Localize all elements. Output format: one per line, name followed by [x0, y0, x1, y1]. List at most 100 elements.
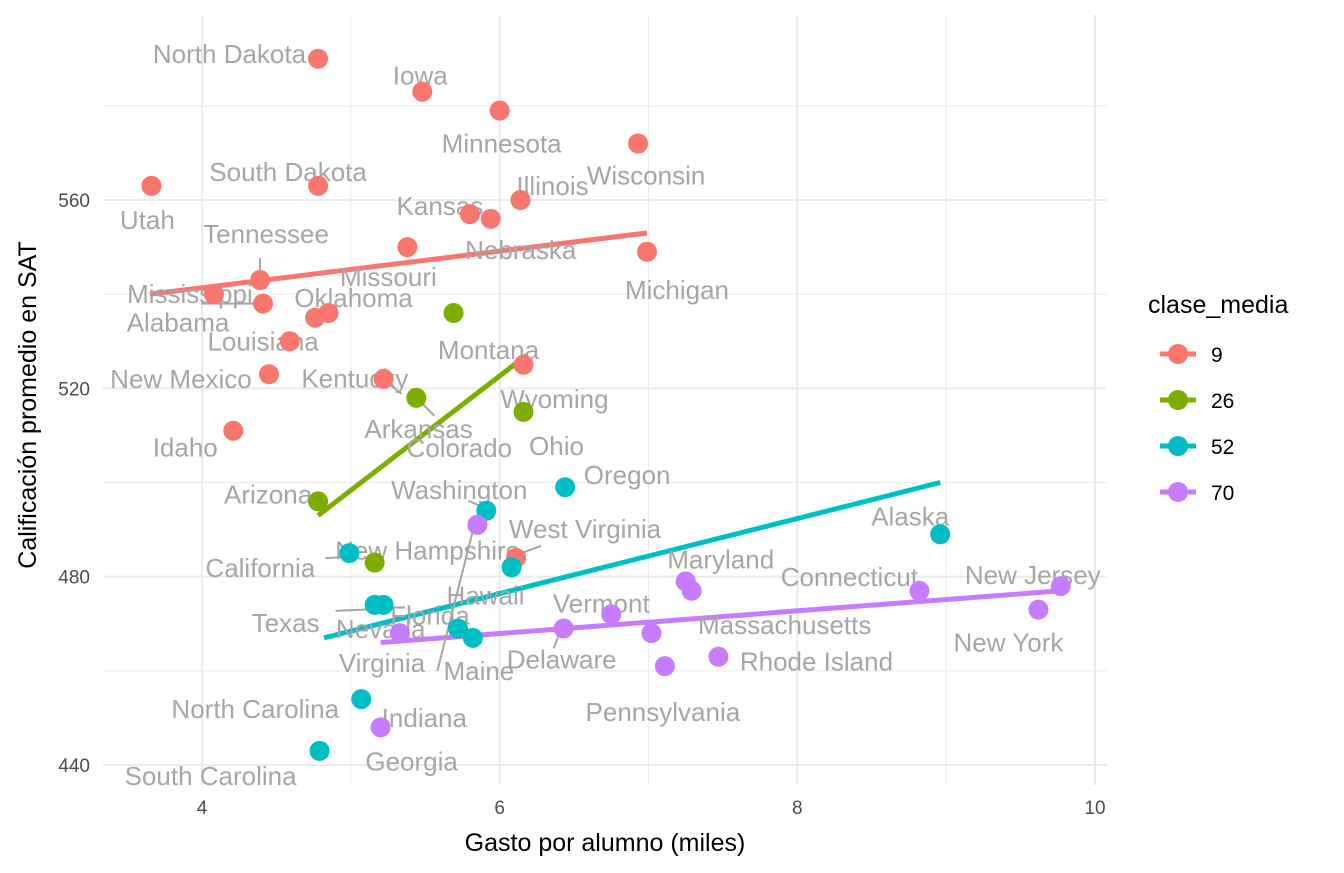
label-nebraska: Nebraska	[465, 235, 577, 265]
point-nebraska	[480, 208, 501, 229]
axis-ticks: 4 6 8 10 440 480 520 560	[58, 191, 1105, 819]
point-minnesota	[489, 100, 510, 121]
label-arizona: Arizona	[224, 479, 313, 509]
point-kansas	[459, 204, 480, 225]
point-kentucky	[279, 331, 300, 352]
legend-key-point-26	[1168, 390, 1188, 410]
legend-title: clase_media	[1148, 291, 1288, 319]
point-new-hampshire	[364, 552, 385, 573]
point-hawaii	[501, 557, 522, 578]
point-south-dakota	[308, 175, 329, 196]
point-arkansas	[373, 368, 394, 389]
y-tick-label: 520	[58, 379, 90, 400]
point-connecticut	[909, 580, 930, 601]
point-idaho	[223, 420, 244, 441]
label-texas: Texas	[252, 608, 320, 638]
point-tennessee	[250, 270, 271, 291]
leader-line	[436, 528, 475, 672]
x-tick-label: 8	[792, 798, 803, 819]
x-tick-label: 6	[494, 798, 505, 819]
label-maryland: Maryland	[667, 544, 774, 574]
point-labels: North DakotaIowaMinnesotaWisconsinSouth …	[110, 39, 1101, 791]
point-montana	[443, 303, 464, 323]
label-arkansas: Arkansas	[364, 414, 472, 444]
label-south-carolina: South Carolina	[125, 761, 298, 791]
label-north-carolina: North Carolina	[171, 694, 339, 724]
x-tick-label: 10	[1084, 798, 1105, 819]
label-new-york: New York	[954, 628, 1065, 658]
label-washington: Washington	[391, 475, 527, 505]
label-new-hampshire: New Hampshire	[335, 536, 520, 566]
label-indiana: Indiana	[382, 703, 468, 733]
point-georgia	[370, 717, 391, 738]
legend-label-9: 9	[1211, 344, 1223, 367]
point-indiana	[467, 514, 488, 535]
point-maine	[462, 627, 483, 648]
x-tick-label: 4	[197, 798, 208, 819]
point-north-carolina	[351, 689, 372, 710]
legend-label-70: 70	[1211, 482, 1234, 505]
point-pennsylvania	[654, 656, 675, 677]
point-oregon	[555, 477, 576, 498]
point-california	[339, 543, 360, 564]
label-new-mexico: New Mexico	[110, 364, 252, 394]
y-tick-label: 560	[58, 191, 90, 212]
legend-key-point-70	[1168, 482, 1188, 502]
label-massachusetts: Massachusetts	[698, 610, 871, 640]
label-oregon: Oregon	[584, 460, 671, 490]
label-tennessee: Tennessee	[203, 219, 329, 249]
trend-line-52	[323, 480, 941, 641]
label-idaho: Idaho	[153, 433, 218, 463]
point-south-carolina	[309, 740, 330, 761]
legend-key-point-9	[1168, 344, 1188, 364]
label-new-jersey: New Jersey	[965, 560, 1101, 590]
trend-line-70	[380, 588, 1061, 646]
point-missouri	[397, 237, 418, 258]
point-virginia	[389, 623, 410, 644]
label-west-virginia: West Virginia	[509, 514, 662, 544]
legend-label-26: 26	[1211, 390, 1234, 413]
point-wisconsin	[628, 133, 649, 154]
point-illinois	[510, 190, 531, 210]
trend-line-26	[316, 353, 528, 518]
point-new-york	[1028, 599, 1049, 620]
point-new-mexico	[258, 364, 279, 385]
trend-lines	[149, 230, 1061, 646]
label-ohio: Ohio	[529, 431, 584, 461]
trend-line-9	[149, 230, 648, 297]
x-axis-title: Gasto por alumno (miles)	[465, 829, 746, 857]
point-arizona	[308, 491, 329, 512]
label-alabama: Alabama	[127, 308, 230, 338]
point-massachusetts	[681, 580, 702, 601]
label-virginia: Virginia	[339, 648, 426, 678]
point-michigan	[637, 241, 658, 262]
label-nevada: Nevada	[336, 614, 426, 644]
point-florida	[447, 618, 468, 639]
point-colorado	[406, 387, 427, 408]
point-iowa	[412, 81, 433, 102]
label-michigan: Michigan	[625, 275, 729, 305]
point-north-dakota	[308, 48, 329, 69]
point-texas	[373, 594, 394, 615]
point-vermont	[601, 604, 622, 625]
point-delaware	[553, 618, 574, 639]
label-utah: Utah	[120, 205, 175, 235]
label-north-dakota: North Dakota	[153, 39, 307, 69]
y-tick-label: 440	[58, 756, 90, 777]
label-california: California	[205, 553, 315, 583]
point-new-jersey	[1050, 576, 1071, 597]
label-missouri: Missouri	[340, 262, 437, 292]
label-wisconsin: Wisconsin	[587, 161, 705, 191]
point-alaska	[930, 524, 951, 545]
label-pennsylvania: Pennsylvania	[586, 697, 741, 727]
label-colorado: Colorado	[407, 433, 513, 463]
point-louisiana	[305, 307, 326, 328]
point-alabama	[253, 293, 274, 314]
label-south-dakota: South Dakota	[209, 157, 367, 187]
label-delaware: Delaware	[507, 644, 617, 674]
label-rhode-island: Rhode Island	[740, 647, 893, 677]
point-70	[641, 623, 662, 644]
y-axis-title: Calificación promedio en SAT	[14, 241, 42, 568]
label-mississippi: Mississippi	[127, 279, 253, 309]
